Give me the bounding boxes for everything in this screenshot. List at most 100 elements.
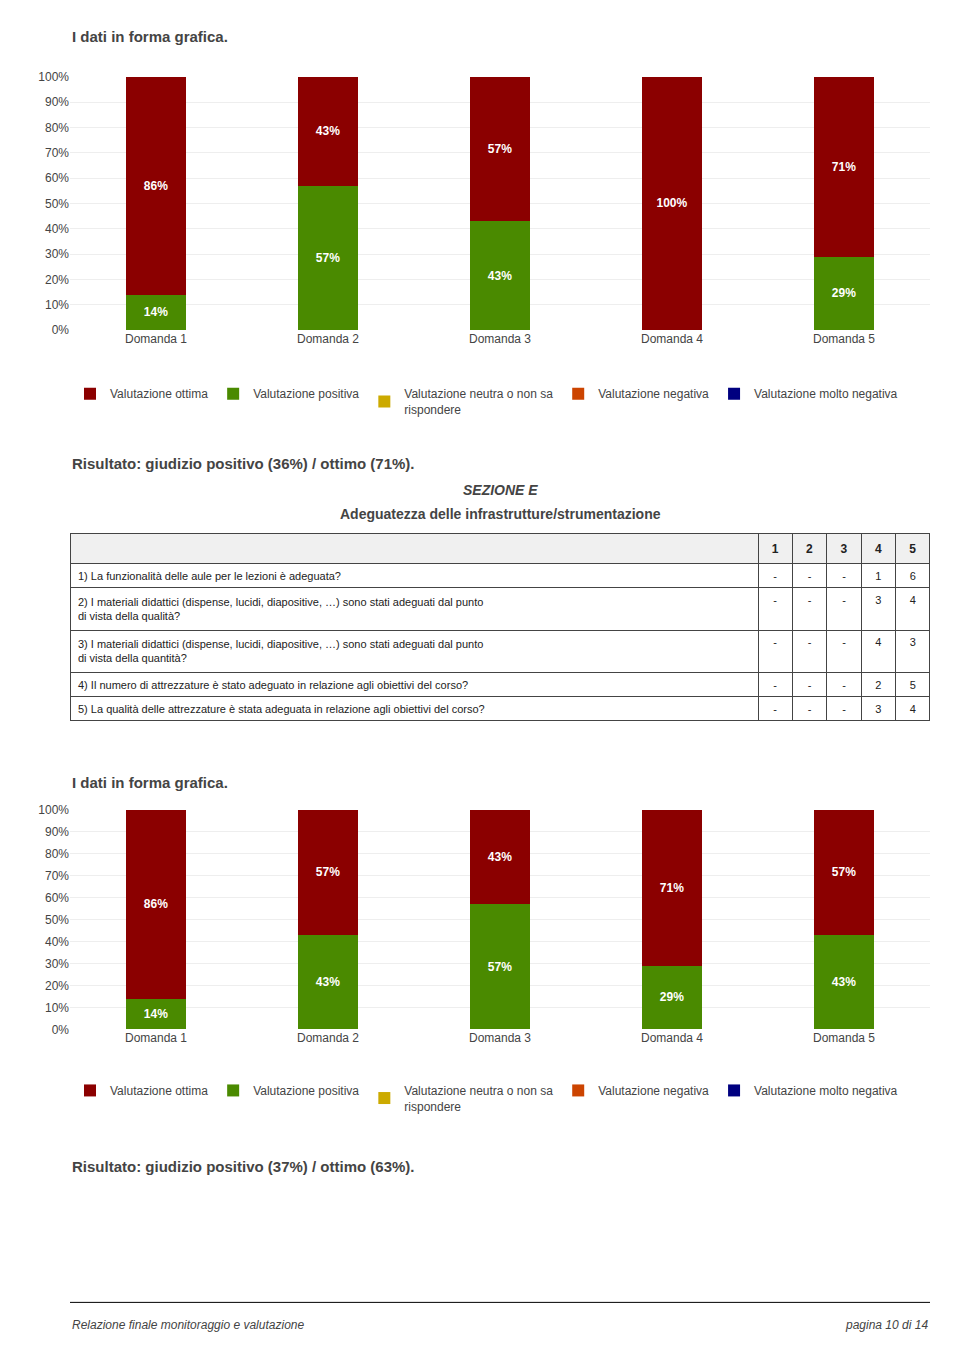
svg-text:5) La qualità delle attrezzatu: 5) La qualità delle attrezzature è stata… — [78, 703, 485, 715]
svg-text:Domanda 3: Domanda 3 — [469, 1031, 531, 1045]
svg-text:I dati in forma grafica.: I dati in forma grafica. — [72, 28, 228, 45]
svg-text:3: 3 — [910, 636, 916, 648]
svg-text:43%: 43% — [316, 975, 340, 989]
svg-text:-: - — [773, 594, 777, 606]
svg-text:-: - — [842, 679, 846, 691]
svg-text:4: 4 — [875, 636, 881, 648]
svg-text:Valutazione molto negativa: Valutazione molto negativa — [754, 387, 898, 401]
svg-text:10%: 10% — [45, 298, 69, 312]
svg-text:-: - — [808, 594, 812, 606]
svg-text:2: 2 — [875, 679, 881, 691]
svg-text:14%: 14% — [144, 1007, 168, 1021]
svg-text:-: - — [808, 636, 812, 648]
svg-text:80%: 80% — [45, 121, 69, 135]
svg-text:6: 6 — [910, 570, 916, 582]
svg-text:Valutazione molto negativa: Valutazione molto negativa — [754, 1084, 898, 1098]
svg-text:100%: 100% — [38, 803, 69, 817]
svg-text:3: 3 — [875, 703, 881, 715]
svg-text:Domanda 1: Domanda 1 — [125, 332, 187, 346]
svg-text:43%: 43% — [488, 269, 512, 283]
svg-text:57%: 57% — [316, 251, 340, 265]
svg-text:I dati in forma grafica.: I dati in forma grafica. — [72, 774, 228, 791]
svg-text:100%: 100% — [38, 70, 69, 84]
svg-text:pagina 10 di 14: pagina 10 di 14 — [845, 1318, 928, 1332]
svg-text:2: 2 — [806, 542, 813, 556]
svg-text:20%: 20% — [45, 979, 69, 993]
svg-text:57%: 57% — [488, 142, 512, 156]
svg-text:4: 4 — [910, 594, 916, 606]
svg-text:5: 5 — [909, 542, 916, 556]
svg-text:5: 5 — [910, 679, 916, 691]
svg-text:Valutazione neutra o non saris: Valutazione neutra o non sarispondere — [404, 387, 553, 417]
svg-text:Domanda 3: Domanda 3 — [469, 332, 531, 346]
svg-text:70%: 70% — [45, 869, 69, 883]
svg-text:60%: 60% — [45, 171, 69, 185]
svg-text:14%: 14% — [144, 305, 168, 319]
svg-text:-: - — [808, 570, 812, 582]
svg-text:86%: 86% — [144, 897, 168, 911]
svg-text:-: - — [773, 570, 777, 582]
svg-text:57%: 57% — [832, 865, 856, 879]
svg-text:-: - — [808, 703, 812, 715]
svg-text:-: - — [842, 636, 846, 648]
svg-text:Domanda 4: Domanda 4 — [641, 332, 703, 346]
svg-text:-: - — [842, 703, 846, 715]
svg-text:10%: 10% — [45, 1001, 69, 1015]
svg-text:-: - — [842, 570, 846, 582]
svg-text:1: 1 — [875, 570, 881, 582]
svg-text:Valutazione positiva: Valutazione positiva — [253, 387, 359, 401]
svg-text:0%: 0% — [52, 1023, 70, 1037]
svg-text:3: 3 — [875, 594, 881, 606]
svg-text:Risultato: giudizio positivo (: Risultato: giudizio positivo (37%) / ott… — [72, 1158, 415, 1175]
svg-text:40%: 40% — [45, 222, 69, 236]
svg-text:Domanda 2: Domanda 2 — [297, 1031, 359, 1045]
svg-text:-: - — [773, 679, 777, 691]
svg-text:-: - — [808, 679, 812, 691]
svg-text:Adeguatezza delle infrastruttu: Adeguatezza delle infrastrutture/strumen… — [340, 506, 661, 522]
svg-text:SEZIONE E: SEZIONE E — [463, 482, 538, 498]
svg-text:Relazione finale monitoraggio: Relazione finale monitoraggio e valutazi… — [72, 1318, 304, 1332]
svg-text:Domanda 4: Domanda 4 — [641, 1031, 703, 1045]
svg-text:29%: 29% — [832, 286, 856, 300]
svg-text:43%: 43% — [316, 124, 340, 138]
svg-text:-: - — [773, 636, 777, 648]
svg-text:80%: 80% — [45, 847, 69, 861]
svg-text:-: - — [842, 594, 846, 606]
svg-text:57%: 57% — [316, 865, 340, 879]
svg-text:90%: 90% — [45, 95, 69, 109]
svg-text:20%: 20% — [45, 273, 69, 287]
svg-text:71%: 71% — [660, 881, 684, 895]
svg-text:71%: 71% — [832, 160, 856, 174]
svg-text:1) La funzionalità delle aule: 1) La funzionalità delle aule per le lez… — [78, 570, 341, 582]
svg-text:100%: 100% — [656, 196, 687, 210]
svg-text:Domanda 1: Domanda 1 — [125, 1031, 187, 1045]
svg-text:86%: 86% — [144, 179, 168, 193]
svg-text:Domanda 5: Domanda 5 — [813, 1031, 875, 1045]
svg-text:3: 3 — [841, 542, 848, 556]
svg-text:4: 4 — [875, 542, 882, 556]
svg-text:43%: 43% — [832, 975, 856, 989]
svg-text:4) Il numero di attrezzature è: 4) Il numero di attrezzature è stato ade… — [78, 679, 468, 691]
svg-text:1: 1 — [772, 542, 779, 556]
svg-text:Risultato: giudizio positivo (: Risultato: giudizio positivo (36%) / ott… — [72, 455, 415, 472]
svg-text:40%: 40% — [45, 935, 69, 949]
svg-text:50%: 50% — [45, 913, 69, 927]
svg-text:43%: 43% — [488, 850, 512, 864]
svg-text:0%: 0% — [52, 323, 70, 337]
svg-text:Valutazione ottima: Valutazione ottima — [110, 1084, 208, 1098]
svg-text:-: - — [773, 703, 777, 715]
svg-text:3) I materiali didattici (disp: 3) I materiali didattici (dispense, luci… — [78, 638, 483, 664]
svg-text:Valutazione positiva: Valutazione positiva — [253, 1084, 359, 1098]
svg-text:50%: 50% — [45, 197, 69, 211]
svg-text:Valutazione neutra o non saris: Valutazione neutra o non sarispondere — [404, 1084, 553, 1114]
svg-text:2) I materiali didattici (disp: 2) I materiali didattici (dispense, luci… — [78, 596, 483, 622]
svg-text:Valutazione negativa: Valutazione negativa — [598, 387, 709, 401]
svg-text:Valutazione ottima: Valutazione ottima — [110, 387, 208, 401]
svg-text:4: 4 — [910, 703, 916, 715]
svg-text:29%: 29% — [660, 990, 684, 1004]
svg-text:30%: 30% — [45, 247, 69, 261]
svg-text:Domanda 2: Domanda 2 — [297, 332, 359, 346]
svg-text:90%: 90% — [45, 825, 69, 839]
svg-text:60%: 60% — [45, 891, 69, 905]
svg-text:30%: 30% — [45, 957, 69, 971]
